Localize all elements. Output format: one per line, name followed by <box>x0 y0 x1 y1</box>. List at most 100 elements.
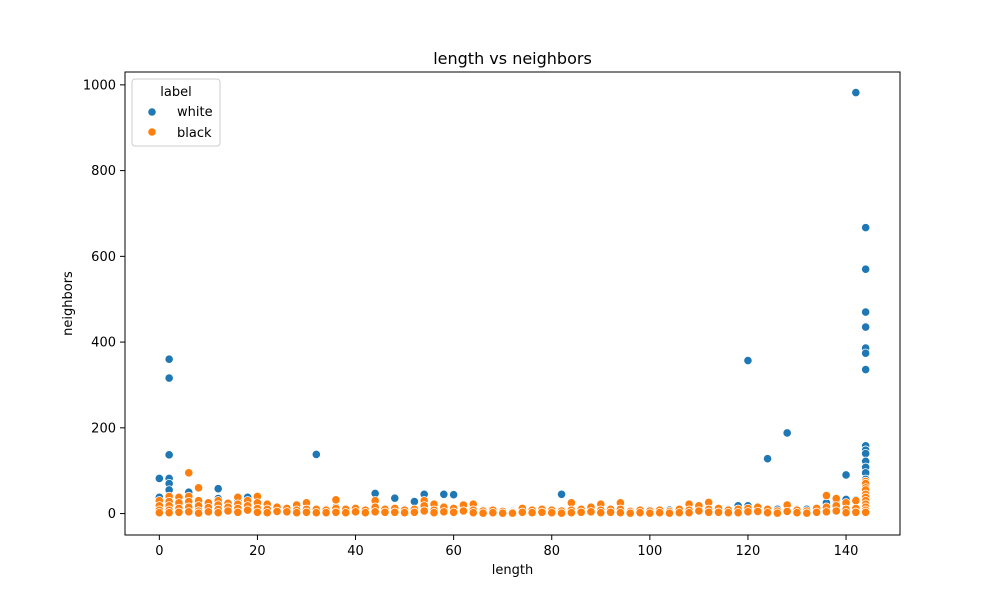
data-point-white <box>861 223 871 233</box>
data-point-black <box>684 508 694 518</box>
data-point-white <box>861 322 871 332</box>
points-layer <box>154 87 871 518</box>
data-point-black <box>154 508 164 518</box>
y-tick-label: 200 <box>91 421 116 436</box>
data-point-black <box>655 508 665 518</box>
data-point-white <box>861 348 871 358</box>
data-point-black <box>282 507 292 517</box>
data-point-black <box>350 507 361 517</box>
x-tick-label: 20 <box>249 544 266 559</box>
data-point-black <box>193 508 204 518</box>
data-point-black <box>390 507 400 517</box>
data-point-black <box>821 507 832 517</box>
data-point-black <box>566 508 576 518</box>
y-tick-label: 0 <box>108 507 116 522</box>
data-point-black <box>802 508 812 518</box>
x-tick-label: 60 <box>445 544 462 559</box>
data-point-black <box>321 508 331 518</box>
data-point-black <box>488 508 498 518</box>
x-tick-label: 140 <box>834 544 859 559</box>
legend-marker-black <box>147 127 157 137</box>
data-point-black <box>341 508 351 518</box>
data-point-black <box>419 506 429 516</box>
data-point-black <box>311 508 321 518</box>
data-point-black <box>704 507 714 517</box>
y-tick-label: 800 <box>91 164 116 179</box>
data-point-black <box>370 507 380 517</box>
data-point-black <box>831 506 841 516</box>
data-point-black <box>664 508 675 518</box>
data-point-black <box>743 507 753 517</box>
data-point-black <box>812 507 822 517</box>
y-tick-label: 400 <box>91 336 116 351</box>
data-point-black <box>537 507 547 517</box>
data-point-black <box>606 507 616 517</box>
data-point-white <box>164 450 174 460</box>
data-point-black <box>694 506 704 516</box>
data-point-white <box>762 454 773 464</box>
data-point-black <box>223 506 233 516</box>
legend-title: label <box>160 85 191 100</box>
data-point-black <box>772 508 782 518</box>
legend-marker-white <box>147 107 157 117</box>
data-point-white <box>213 484 223 494</box>
data-point-black <box>468 508 478 518</box>
data-point-black <box>458 506 469 516</box>
x-tick-label: 80 <box>543 544 560 559</box>
data-point-black <box>213 508 223 518</box>
data-point-black <box>596 508 606 518</box>
x-axis: 0 20 40 60 80 100 120 140 <box>155 535 858 559</box>
data-point-white <box>861 364 871 375</box>
y-axis: 0 200 400 600 800 1000 <box>83 78 125 522</box>
legend-label-black: black <box>177 126 212 141</box>
data-point-black <box>674 508 684 518</box>
legend: label white black <box>131 78 221 147</box>
data-point-black <box>252 507 263 517</box>
data-point-black <box>517 507 527 517</box>
data-point-black <box>331 495 341 505</box>
data-point-black <box>203 507 213 517</box>
data-point-white <box>861 264 871 274</box>
data-point-black <box>821 490 832 501</box>
data-point-black <box>723 508 733 518</box>
data-point-white <box>782 428 792 438</box>
data-point-black <box>753 506 763 517</box>
data-point-black <box>507 508 518 518</box>
x-tick-label: 40 <box>347 544 364 559</box>
data-point-black <box>409 507 419 517</box>
x-tick-label: 120 <box>736 544 761 559</box>
data-point-white <box>164 373 174 383</box>
data-point-white <box>439 489 449 499</box>
data-point-black <box>782 506 792 517</box>
data-point-black <box>478 508 488 518</box>
data-point-black <box>399 508 410 518</box>
data-point-white <box>311 449 321 460</box>
data-point-black <box>449 507 459 517</box>
data-point-black <box>262 508 272 518</box>
data-point-white <box>743 355 753 366</box>
data-point-black <box>841 508 851 518</box>
data-point-white <box>390 493 400 503</box>
data-point-black <box>527 508 537 518</box>
data-point-white <box>851 87 861 98</box>
y-axis-label: neighbors <box>61 271 76 336</box>
data-point-black <box>439 507 449 517</box>
data-point-black <box>576 507 586 517</box>
y-tick-label: 1000 <box>83 78 116 93</box>
data-point-black <box>164 508 174 518</box>
data-point-black <box>792 508 802 518</box>
data-point-black <box>733 508 743 518</box>
data-point-black <box>645 508 655 518</box>
data-point-white <box>164 354 174 364</box>
data-point-white <box>841 470 851 480</box>
x-tick-label: 0 <box>155 544 163 559</box>
data-point-black <box>851 507 861 517</box>
data-point-black <box>851 496 861 506</box>
data-point-black <box>861 507 871 517</box>
data-point-black <box>174 507 184 517</box>
data-point-black <box>243 505 253 515</box>
data-point-white <box>154 473 164 484</box>
data-point-black <box>635 508 645 518</box>
data-point-black <box>360 508 370 518</box>
data-point-black <box>184 507 194 517</box>
